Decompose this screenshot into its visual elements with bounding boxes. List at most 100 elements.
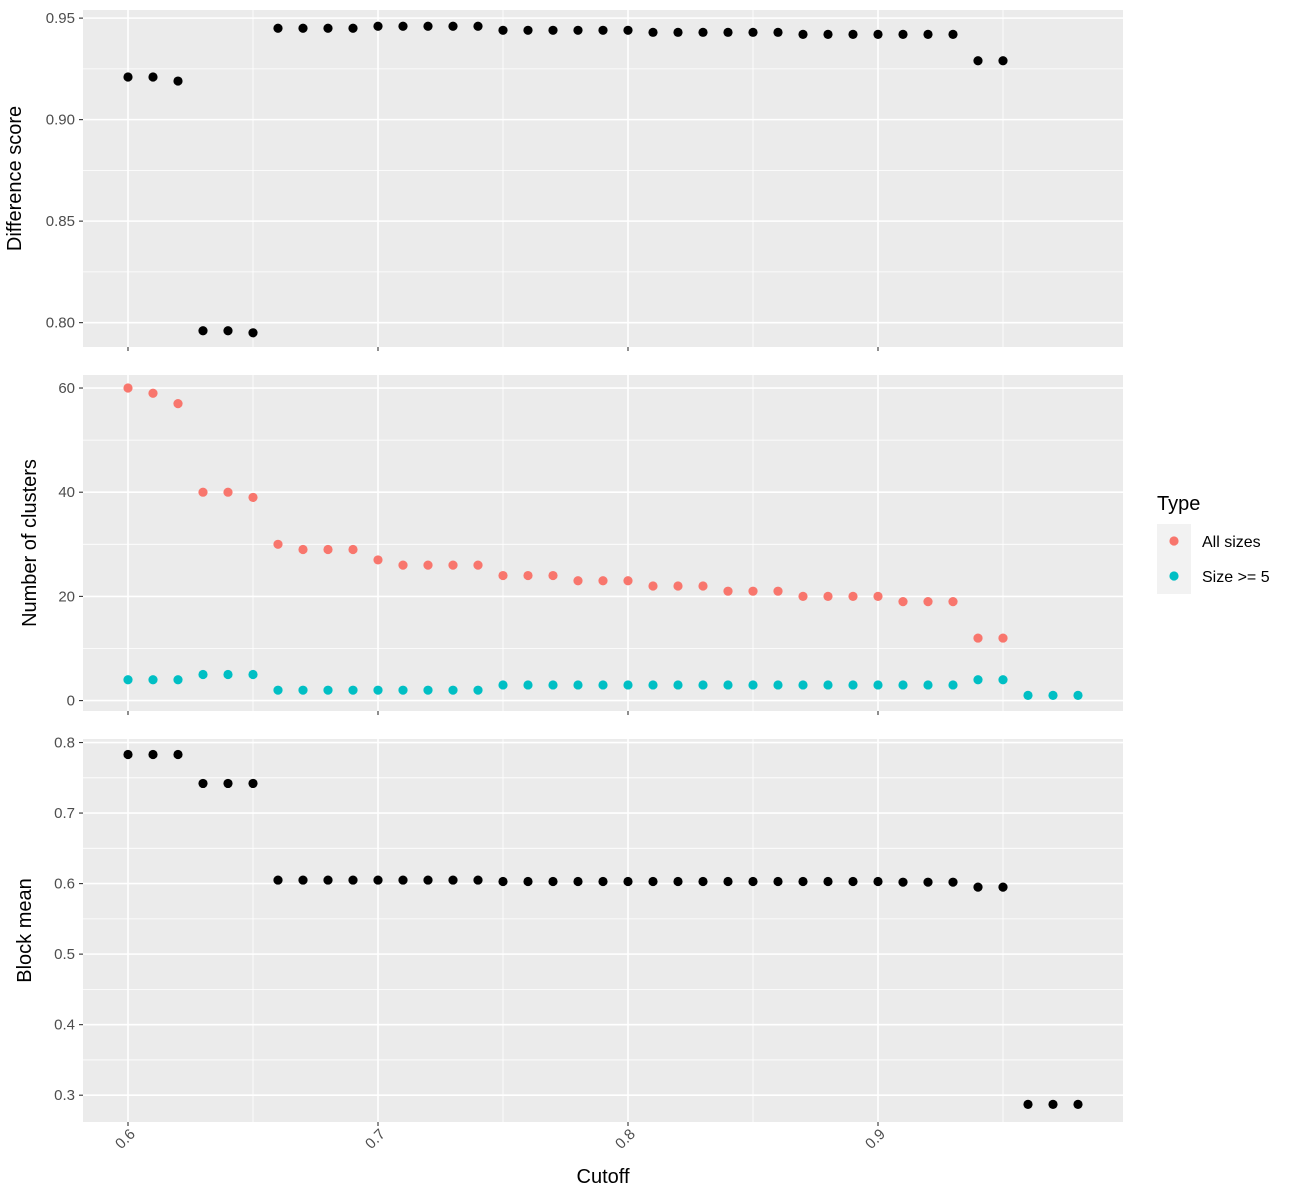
data-point — [248, 328, 258, 338]
data-point — [523, 876, 533, 887]
y-tick-label: 0.80 — [46, 315, 75, 332]
y-tick-label: 0.3 — [54, 1087, 75, 1104]
data-point — [448, 560, 458, 570]
data-point — [173, 399, 183, 409]
data-point — [998, 675, 1008, 685]
data-point — [898, 597, 908, 607]
data-point — [348, 544, 358, 555]
data-point — [698, 27, 708, 37]
data-point — [148, 72, 158, 82]
data-point — [998, 633, 1008, 643]
data-point — [798, 29, 808, 39]
data-point — [573, 876, 583, 887]
data-point — [323, 875, 333, 885]
data-point — [898, 680, 908, 690]
data-point — [298, 685, 308, 695]
data-point — [523, 25, 533, 35]
data-point — [923, 29, 933, 39]
data-point — [298, 23, 308, 33]
data-point — [923, 877, 933, 887]
panel-difference-score: 0.80 0.85 0.90 0.95 Difference score — [4, 10, 1123, 351]
y-axis-title: Number of clusters — [19, 459, 41, 627]
data-point — [698, 581, 708, 591]
data-point — [673, 581, 683, 591]
series-size-5 — [123, 669, 1083, 700]
data-point — [973, 56, 983, 66]
y-tick-label: 0.4 — [54, 1017, 75, 1034]
data-point — [348, 23, 358, 33]
chart-panels: 0.80 0.85 0.90 0.95 Difference score 0 20 40 60 N… — [4, 10, 1123, 1153]
data-point — [473, 21, 483, 31]
panel-background — [83, 375, 1123, 711]
data-point — [1048, 690, 1058, 700]
data-point — [873, 876, 883, 887]
data-point — [323, 23, 333, 33]
data-point — [773, 27, 783, 37]
data-point — [773, 586, 783, 596]
data-point — [948, 680, 958, 690]
data-point — [448, 685, 458, 695]
data-point — [373, 21, 383, 31]
y-tick-label: 0.6 — [54, 876, 75, 893]
data-point — [923, 680, 933, 690]
data-point — [198, 326, 208, 336]
data-point — [273, 23, 283, 33]
panel-number-of-clusters: 0 20 40 60 Number of clusters — [19, 375, 1123, 715]
legend-marker — [1169, 536, 1179, 546]
data-point — [498, 680, 508, 690]
data-point — [898, 29, 908, 39]
data-point — [123, 749, 133, 760]
data-point — [598, 876, 608, 887]
data-point — [523, 680, 533, 690]
data-point — [498, 570, 508, 581]
data-point — [273, 875, 283, 885]
data-point — [773, 876, 783, 887]
chart-legend: Type All sizes Size >= 5 — [1157, 493, 1270, 594]
data-point — [948, 877, 958, 887]
data-point — [298, 875, 308, 885]
data-point — [1073, 1099, 1083, 1109]
data-point — [1023, 690, 1033, 700]
data-point — [448, 875, 458, 885]
data-point — [598, 576, 608, 586]
data-point — [1023, 1099, 1033, 1109]
data-point — [748, 876, 758, 887]
y-tick-label: 0.90 — [46, 112, 75, 129]
data-point — [548, 570, 558, 581]
data-point — [998, 56, 1008, 66]
data-point — [398, 560, 408, 570]
y-axis-title: Difference score — [4, 106, 26, 251]
data-point — [823, 29, 833, 39]
data-point — [823, 876, 833, 887]
data-point — [848, 876, 858, 887]
data-point — [848, 680, 858, 690]
data-point — [923, 597, 933, 607]
data-point — [548, 876, 558, 887]
data-point — [848, 591, 858, 601]
panel-block-mean: 0.3 0.4 0.5 0.6 0.7 0.8 0.6 0.7 0.8 0.9 Block mean — [14, 735, 1123, 1153]
data-point — [623, 25, 633, 35]
y-tick-label: 20 — [58, 588, 75, 605]
data-point — [223, 326, 233, 336]
y-tick-label: 0 — [67, 693, 75, 710]
y-tick-label: 60 — [58, 380, 75, 397]
data-point — [698, 876, 708, 887]
data-point — [473, 875, 483, 885]
x-tick-label: 0.8 — [612, 1126, 639, 1153]
data-point — [973, 882, 983, 892]
legend-marker — [1169, 571, 1179, 581]
data-point — [223, 778, 233, 789]
x-tick-label: 0.9 — [862, 1126, 889, 1153]
data-point — [423, 685, 433, 695]
data-point — [173, 76, 183, 86]
data-point — [548, 25, 558, 35]
data-point — [248, 669, 258, 680]
data-point — [398, 685, 408, 695]
data-point — [548, 680, 558, 690]
y-tick-label: 0.5 — [54, 946, 75, 963]
data-point — [723, 876, 733, 887]
data-point — [823, 680, 833, 690]
data-point — [523, 570, 533, 581]
data-point — [823, 591, 833, 601]
data-point — [148, 749, 158, 760]
